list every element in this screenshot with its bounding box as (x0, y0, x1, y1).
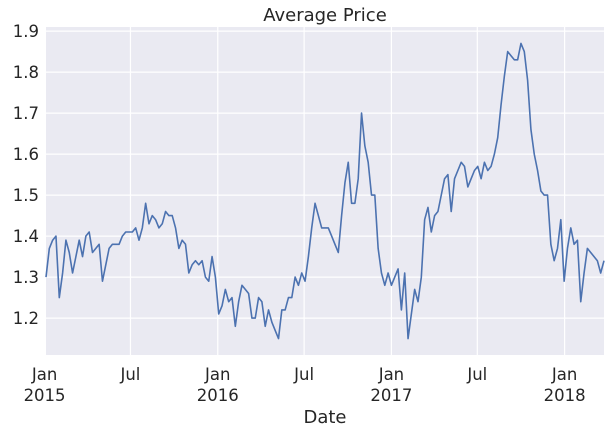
y-tick-label: 1.8 (13, 63, 39, 82)
y-tick-label: 1.5 (13, 186, 39, 205)
x-tick-label: Jul (293, 365, 314, 384)
series-line-average-price (45, 42, 605, 340)
y-tick-label: 1.9 (13, 22, 39, 41)
x-tick-year-label: 2015 (24, 386, 66, 405)
x-axis-label: Date (303, 407, 346, 428)
y-tick-label: 1.6 (13, 145, 39, 164)
x-tick-year-label: 2016 (197, 386, 239, 405)
y-tick-label: 1.4 (13, 227, 39, 246)
x-tick-label: Jan (551, 365, 577, 384)
x-tick-label: Jul (466, 365, 487, 384)
y-axis-ticks: 1.2 1.3 1.4 1.5 1.6 1.7 1.8 1.9 (13, 22, 39, 328)
chart-title: Average Price (263, 5, 387, 26)
x-axis-ticks: Jan 2015 Jul Jan 2016 Jul Jan 2017 Jul Jan 2018 (24, 365, 586, 405)
x-tick-label: Jan (204, 365, 230, 384)
x-tick-year-label: 2018 (544, 386, 586, 405)
x-tick-year-label: 2017 (370, 386, 412, 405)
x-tick-label: Jan (31, 365, 57, 384)
y-tick-label: 1.7 (13, 104, 39, 123)
y-tick-label: 1.2 (13, 309, 39, 328)
x-tick-label: Jan (378, 365, 404, 384)
y-tick-label: 1.3 (13, 268, 39, 287)
plot-area (46, 27, 604, 355)
grid-lines (43, 27, 604, 355)
x-tick-label: Jul (119, 365, 140, 384)
